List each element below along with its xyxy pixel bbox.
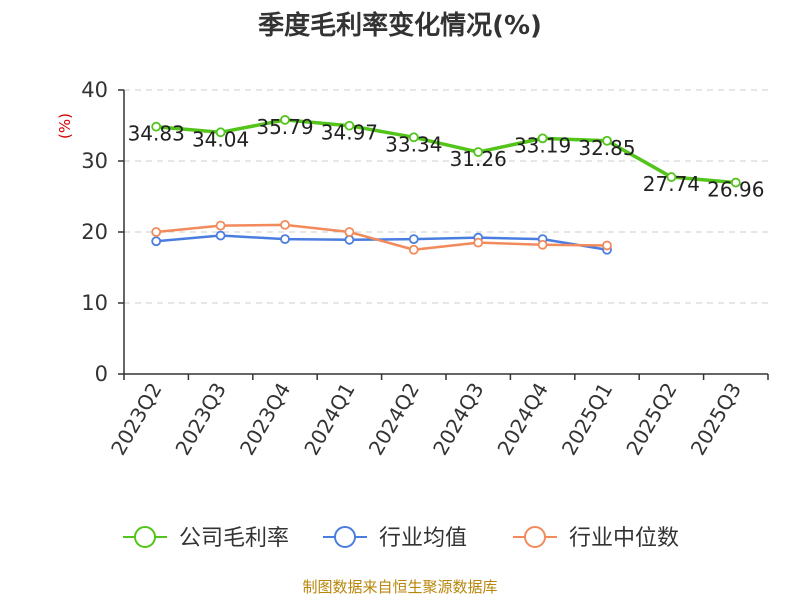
legend-label: 行业均值	[379, 526, 467, 551]
legend-label: 行业中位数	[569, 526, 679, 551]
data-point	[537, 239, 548, 250]
y-axis-label: (%)	[56, 113, 74, 139]
data-point	[473, 147, 484, 157]
data-point	[344, 227, 355, 237]
data-label: 31.26	[450, 147, 507, 171]
data-point	[537, 133, 548, 144]
source-note: 制图数据来自恒生聚源数据库	[302, 578, 497, 596]
data-point	[215, 220, 226, 231]
data-label: 34.04	[192, 127, 249, 151]
data-point	[280, 234, 290, 245]
series-lines	[151, 114, 741, 255]
grid-lines	[124, 89, 768, 304]
x-tick-label: 2023Q4	[235, 379, 295, 460]
legend-marker	[134, 526, 156, 548]
y-tick-label: 20	[81, 220, 108, 244]
x-tick-labels: 2023Q2 2023Q3 2023Q4 2024Q1 2024Q2 2024Q3 2024…	[106, 379, 746, 460]
x-tick-label: 2025Q3	[686, 379, 746, 460]
x-tick-label: 2024Q4	[492, 379, 552, 460]
x-tick-label: 2025Q2	[621, 379, 681, 460]
data-point	[151, 227, 162, 237]
data-point	[408, 132, 419, 143]
data-point	[666, 172, 677, 182]
data-label: 33.19	[514, 133, 571, 157]
chart-title: 季度毛利率变化情况(%)	[258, 10, 542, 41]
data-point	[215, 230, 226, 241]
series-line	[156, 118, 736, 185]
data-point	[151, 121, 162, 132]
data-point	[473, 237, 484, 248]
series-line	[156, 223, 608, 251]
x-tick-label: 2024Q1	[299, 379, 359, 460]
data-label: 34.83	[128, 122, 185, 146]
data-point	[151, 236, 162, 247]
data-labels: 34.83 34.04 35.79 34.97 33.34 31.26 33.19 32.85…	[128, 115, 765, 202]
data-point	[730, 177, 741, 188]
y-tick-label: 40	[81, 78, 108, 102]
data-label: 34.97	[321, 121, 378, 145]
data-point	[280, 219, 290, 230]
series-line	[156, 234, 608, 251]
data-label: 33.34	[385, 132, 442, 156]
x-tick-label: 2023Q3	[170, 379, 230, 460]
data-point	[408, 244, 419, 255]
y-tick-label: 0	[95, 362, 108, 386]
data-label: 26.96	[707, 178, 764, 202]
data-point	[408, 234, 419, 245]
data-label: 27.74	[643, 172, 700, 196]
x-tick-label: 2024Q3	[428, 379, 488, 460]
x-tick-label: 2023Q2	[106, 379, 166, 460]
data-point	[344, 234, 355, 245]
data-point	[602, 135, 612, 146]
y-tick-labels: 0 10 20 30 40	[81, 78, 108, 386]
x-tick-label: 2024Q2	[364, 379, 424, 460]
data-point	[280, 114, 290, 125]
y-tick-label: 10	[81, 291, 108, 315]
legend-marker	[524, 526, 546, 548]
data-point	[344, 120, 355, 131]
axes	[118, 89, 769, 380]
legend-marker	[334, 526, 356, 548]
data-point	[215, 127, 226, 138]
data-label: 35.79	[256, 115, 313, 139]
legend-label: 公司毛利率	[179, 526, 289, 551]
data-label: 32.85	[578, 136, 635, 160]
data-point	[602, 240, 612, 251]
legend: 公司毛利率 行业均值 行业中位数	[123, 526, 679, 551]
x-tick-label: 2025Q1	[557, 379, 617, 460]
y-tick-label: 30	[81, 149, 108, 173]
